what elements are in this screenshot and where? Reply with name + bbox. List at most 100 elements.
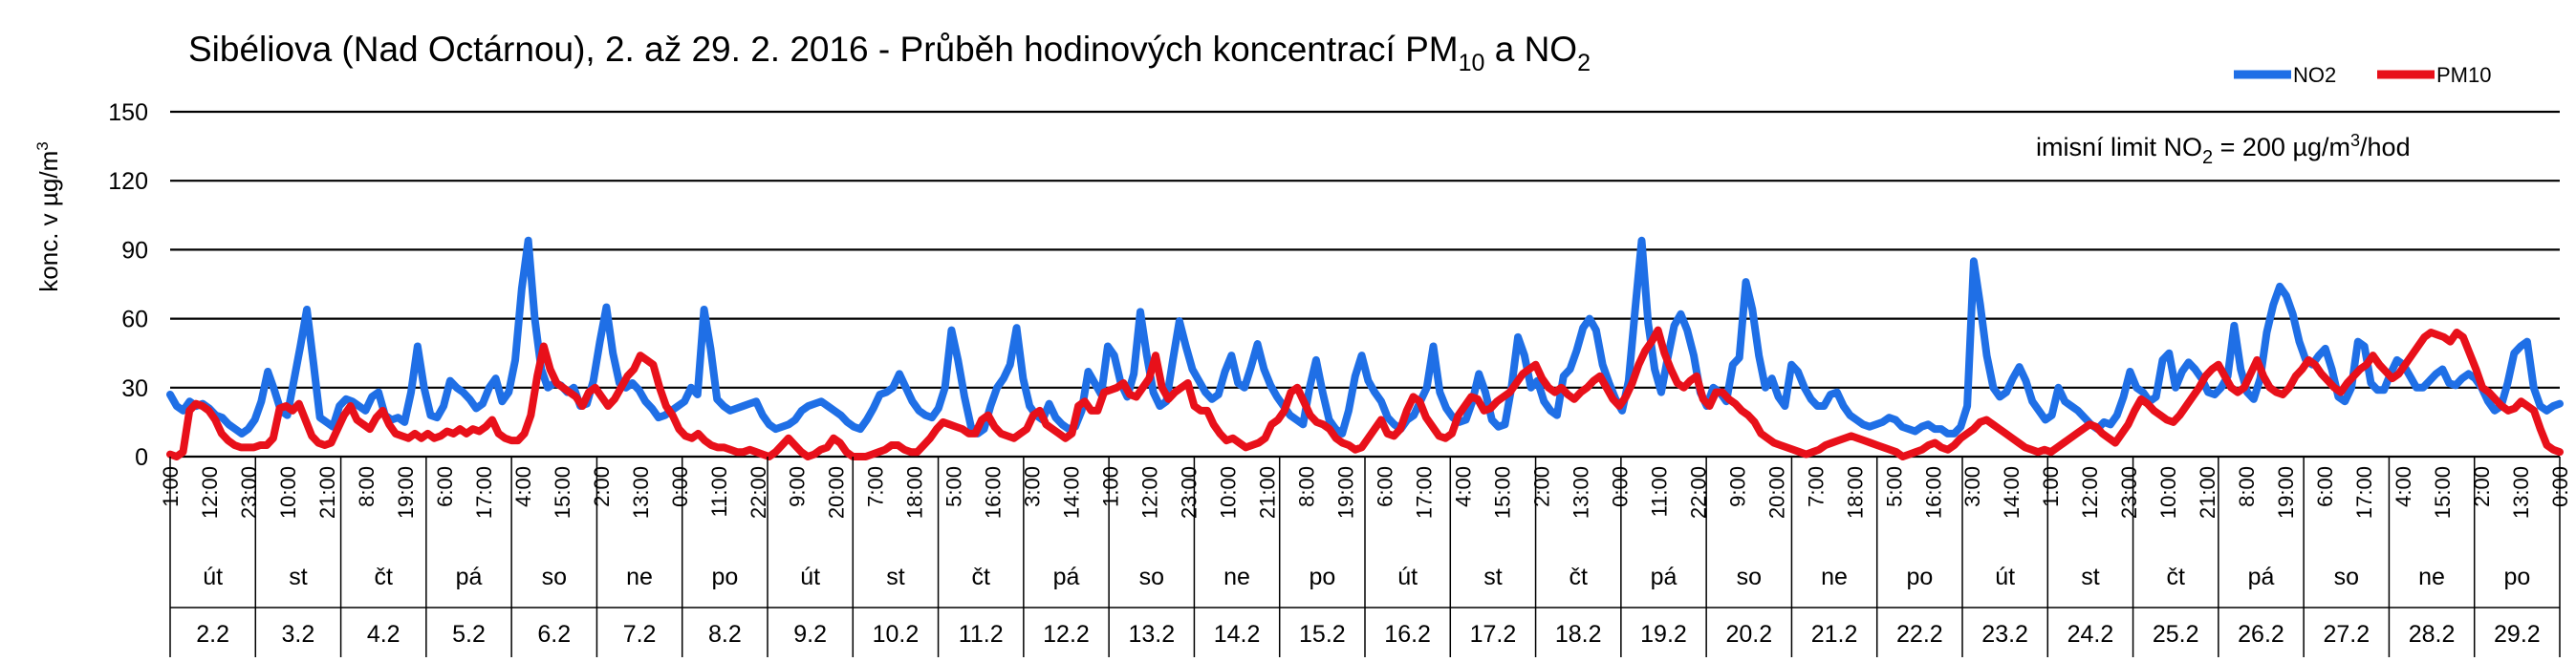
- weekday-label: st: [886, 564, 905, 590]
- date-label: 26.2: [2238, 621, 2284, 648]
- weekday-label: ne: [626, 564, 653, 590]
- x-tick-label: 11:00: [1647, 466, 1671, 517]
- x-tick-label: 13:00: [2509, 466, 2533, 519]
- x-tick-label: 21:00: [1256, 466, 1280, 519]
- x-tick-label: 18:00: [903, 466, 927, 519]
- date-label: 6.2: [537, 621, 571, 648]
- date-label: 12.2: [1043, 621, 1090, 648]
- x-tick-label: 16:00: [982, 466, 1006, 519]
- x-tick-label: 15:00: [2431, 466, 2455, 519]
- x-tick-label: 15:00: [551, 466, 574, 519]
- date-label: 21.2: [1811, 621, 1858, 648]
- weekday-label: ne: [1821, 564, 1848, 590]
- weekday-label: ne: [1223, 564, 1250, 590]
- weekday-label: út: [1995, 564, 2015, 590]
- date-label: 27.2: [2323, 621, 2370, 648]
- x-tick-label: 0:00: [1608, 466, 1632, 507]
- x-tick-label: 20:00: [1764, 466, 1788, 519]
- weekday-label: po: [1309, 564, 1335, 590]
- date-label: 8.2: [708, 621, 742, 648]
- x-tick-label: 22:00: [747, 466, 770, 519]
- y-tick-label: 30: [121, 375, 148, 402]
- x-tick-label: 7:00: [864, 466, 888, 507]
- x-tick-label: 2:00: [1529, 466, 1553, 507]
- x-tick-label: 17:00: [472, 466, 496, 519]
- x-tick-label: 4:00: [1451, 466, 1475, 507]
- weekday-label: so: [2334, 564, 2359, 590]
- legend: NO2 PM10: [2234, 63, 2491, 87]
- date-label: 16.2: [1384, 621, 1431, 648]
- date-label: 5.2: [452, 621, 486, 648]
- x-tick-label: 17:00: [2352, 466, 2376, 519]
- date-label: 10.2: [873, 621, 920, 648]
- weekday-label: čt: [971, 564, 990, 590]
- x-tick-label: 23:00: [1178, 466, 1201, 519]
- x-tick-label: 13:00: [1569, 466, 1592, 519]
- svg-text:konc. v µg/m3: konc. v µg/m3: [33, 141, 63, 291]
- date-label: 2.2: [196, 621, 229, 648]
- date-label: 15.2: [1299, 621, 1346, 648]
- date-label: 11.2: [959, 621, 1004, 648]
- weekday-label: út: [203, 564, 223, 590]
- x-tick-label: 14:00: [2000, 466, 2024, 519]
- x-tick-label: 8:00: [2235, 466, 2259, 507]
- x-tick-label: 19:00: [394, 466, 418, 519]
- chart-title: Sibéliova (Nad Octárnou), 2. až 29. 2. 2…: [188, 30, 1591, 76]
- date-label: 29.2: [2494, 621, 2541, 648]
- limit-annotation: imisní limit NO2 = 200 µg/m3/hod: [2036, 131, 2411, 168]
- x-tick-label: 3:00: [1021, 466, 1045, 507]
- weekday-label: út: [800, 564, 820, 590]
- y-axis-ticks: 0 30 60 90 120 150: [108, 99, 148, 471]
- weekday-label: ne: [2418, 564, 2445, 590]
- x-tick-label: 2:00: [2470, 466, 2494, 507]
- date-label: 17.2: [1470, 621, 1517, 648]
- x-tick-label: 20:00: [825, 466, 849, 519]
- date-label: 13.2: [1128, 621, 1175, 648]
- x-tick-label: 10:00: [2156, 466, 2180, 519]
- weekday-label: pá: [456, 564, 483, 590]
- series-line-pm10: [166, 326, 2564, 460]
- weekday-label: út: [1397, 564, 1418, 590]
- weekday-label: st: [2081, 564, 2100, 590]
- x-tick-label: 18:00: [1843, 466, 1867, 519]
- date-label: 24.2: [2067, 621, 2114, 648]
- date-label: 9.2: [793, 621, 827, 648]
- date-label: 4.2: [367, 621, 400, 648]
- x-tick-label: 23:00: [237, 466, 261, 519]
- y-tick-label: 120: [108, 168, 148, 195]
- weekday-label: po: [1906, 564, 1933, 590]
- date-label: 3.2: [282, 621, 315, 648]
- x-tick-label: 6:00: [2313, 466, 2337, 507]
- x-tick-label: 15:00: [1490, 466, 1514, 519]
- x-tick-label: 17:00: [1412, 466, 1436, 519]
- weekday-label: so: [1139, 564, 1164, 590]
- weekday-label: so: [542, 564, 567, 590]
- x-tick-label: 1:00: [1099, 466, 1123, 507]
- x-tick-label: 2:00: [590, 466, 614, 507]
- legend-label-pm10: PM10: [2436, 63, 2491, 87]
- x-tick-label: 14:00: [1060, 466, 1084, 519]
- x-tick-label: 5:00: [1882, 466, 1906, 507]
- y-tick-label: 90: [121, 237, 148, 264]
- weekday-label: po: [2503, 564, 2530, 590]
- weekday-label: čt: [374, 564, 393, 590]
- x-tick-label: 8:00: [355, 466, 379, 507]
- x-tick-label: 3:00: [1960, 466, 1984, 507]
- x-tick-label: 9:00: [786, 466, 810, 507]
- weekday-label: čt: [1569, 564, 1588, 590]
- date-label: 28.2: [2409, 621, 2456, 648]
- data-series: [166, 236, 2564, 460]
- weekday-label: po: [711, 564, 738, 590]
- weekday-label: čt: [2166, 564, 2185, 590]
- x-tick-label: 4:00: [511, 466, 535, 507]
- x-tick-label: 10:00: [1217, 466, 1241, 519]
- x-tick-label: 13:00: [629, 466, 653, 519]
- x-tick-label: 8:00: [1295, 466, 1319, 507]
- date-label: 18.2: [1555, 621, 1602, 648]
- date-label: 20.2: [1725, 621, 1772, 648]
- x-tick-label: 6:00: [1373, 466, 1396, 507]
- x-tick-label: 21:00: [2196, 466, 2219, 519]
- date-label: 19.2: [1640, 621, 1687, 648]
- y-tick-label: 0: [135, 444, 148, 471]
